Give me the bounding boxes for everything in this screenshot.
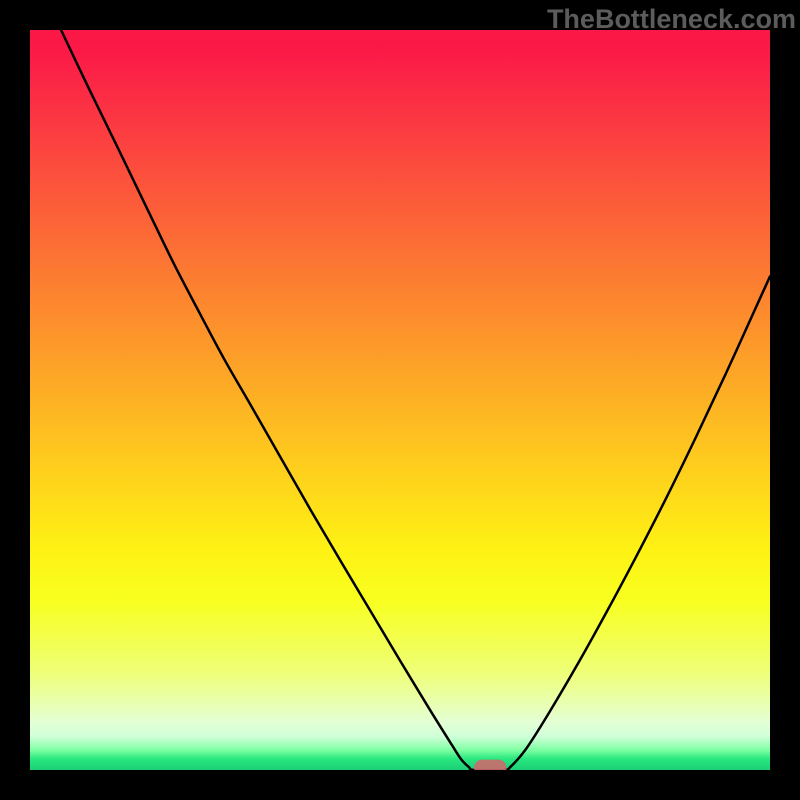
- watermark-text: TheBottleneck.com: [520, 4, 796, 35]
- optimal-point-marker: [474, 760, 507, 770]
- bottleneck-chart: [30, 30, 770, 770]
